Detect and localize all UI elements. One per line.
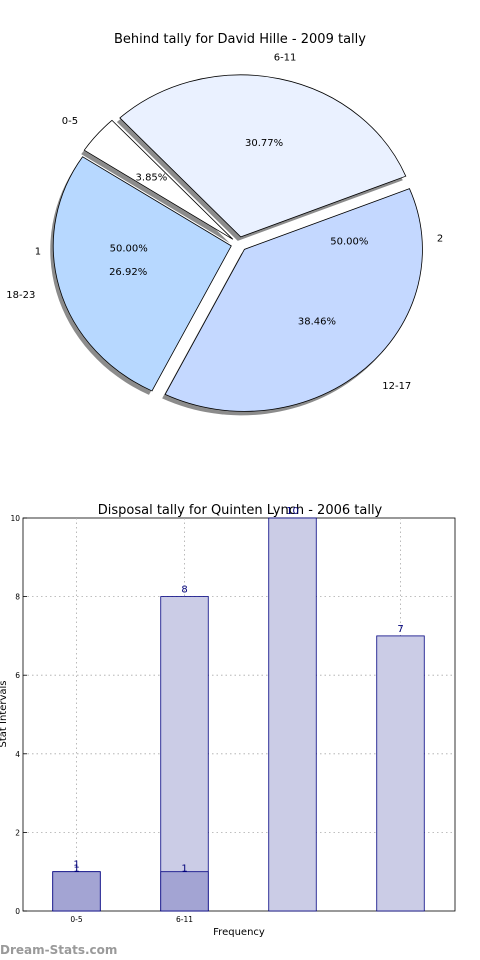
pie-inner-percent-label: 50.00% [110,244,148,255]
y-tick-label: 6 [15,671,20,680]
bar-value-label: 1 [73,860,79,871]
pie-slice [52,156,232,392]
y-tick-label: 0 [15,907,20,916]
pie-slice [164,188,423,412]
pie-percent-label: 30.77% [245,138,283,149]
bar-value-label: 10 [286,506,299,517]
bar [160,596,209,912]
y-tick-label: 10 [10,514,20,523]
pie-category-label: 0-5 [62,116,78,127]
pie-chart-title: Behind tally for David Hille - 2009 tall… [114,32,366,47]
x-tick-label: 0-5 [70,915,82,924]
pie-inner-category-label: 1 [35,246,41,257]
bar-overlay [160,871,209,912]
bar [268,517,317,912]
bar-chart-title: Disposal tally for Quinten Lynch - 2006 … [98,503,383,518]
y-tick-label: 2 [15,828,20,837]
bar-y-axis-label: Stat Intervals [0,680,9,747]
bar-x-axis-label: Frequency [213,927,265,938]
pie-inner-category-label: 2 [437,234,443,245]
bar-overlay [52,871,101,912]
bar-value-label: 8 [181,585,187,596]
pie-slice [119,74,407,238]
pie-percent-label: 26.92% [109,267,147,278]
watermark: Dream-Stats.com [0,943,118,957]
y-tick-label: 4 [15,750,20,759]
pie-category-label: 6-11 [274,53,297,64]
pie-percent-label: 38.46% [298,317,336,328]
bar-value-label: 1 [73,864,79,875]
pie-percent-label: 3.85% [136,172,168,183]
pie-inner-percent-label: 50.00% [330,236,368,247]
bar-value-label: 1 [181,864,187,875]
x-tick-label: 6-11 [176,915,193,924]
bar-value-label: 7 [397,624,403,635]
pie-slice [83,119,234,240]
pie-chart: 6-11 30.77% 0-5 3.85% 18-23 26.92% 12-17 38.46%… [6,53,443,416]
bar [376,635,425,912]
y-tick-label: 8 [15,593,20,602]
pie-category-label: 18-23 [6,290,35,301]
pie-category-label: 12-17 [382,381,411,392]
